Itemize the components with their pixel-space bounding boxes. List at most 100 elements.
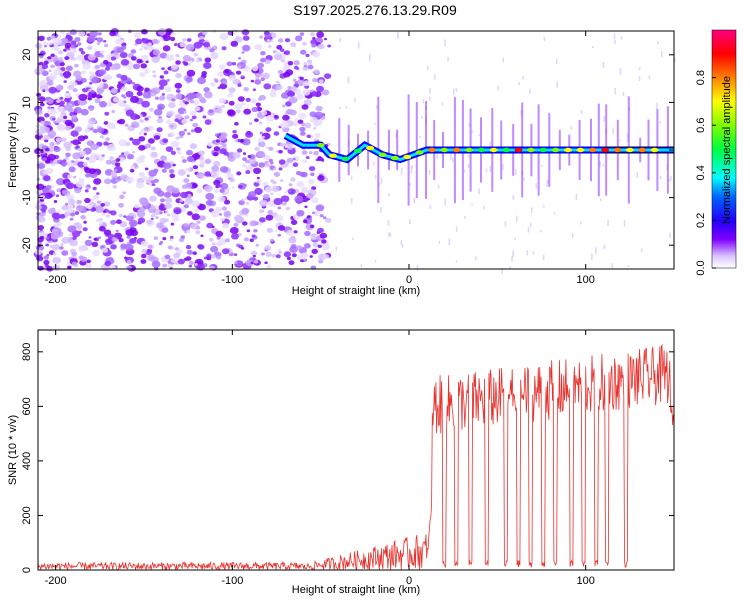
heatmap-cell [52,212,61,220]
heatmap-cell [176,147,181,151]
heatmap-cell [264,160,269,165]
heatmap-cell [447,57,449,62]
heatmap-cell [375,175,377,179]
heatmap-cell [185,244,192,250]
heatmap-cell [304,205,308,209]
heatmap-cell [308,178,315,185]
heatmap-cell [388,232,390,237]
heatmap-cell [299,76,304,81]
heatmap-cell [319,214,324,218]
heatmap-cell [103,229,112,236]
heatmap-cell [318,79,324,84]
heatmap-cell [167,245,173,250]
heatmap-cell [319,232,328,239]
heatmap-cell [388,130,390,170]
heatmap-cell [512,250,515,255]
heatmap-cell [87,156,97,164]
heatmap-cell [63,115,68,120]
heatmap-cell [164,254,171,260]
heatmap-cell [116,73,122,79]
heatmap-cell [314,133,321,138]
heatmap-cell [293,65,299,70]
heatmap-cell [250,98,257,104]
heatmap-cell [106,214,110,218]
heatmap-cell [347,76,350,84]
heatmap-cell [226,172,234,179]
heatmap-cell [151,151,158,157]
heatmap-cell [287,61,294,66]
heatmap-cell [307,64,314,70]
heatmap-cell [602,163,605,167]
heatmap-cell [285,69,294,76]
heatmap-cell [95,218,101,223]
heatmap-cell [47,130,57,138]
heatmap-cell [144,46,148,50]
heatmap-cell [529,222,532,227]
heatmap-cell [253,196,259,201]
heatmap-cell [48,42,53,46]
heatmap-cell [509,266,512,269]
heatmap-cell [277,248,282,252]
heatmap-cell [122,191,127,195]
heatmap-cell [243,87,249,92]
heatmap-cell [388,193,390,197]
heatmap-cell [36,92,42,97]
heatmap-cell [59,106,63,110]
heatmap-cell [204,158,212,165]
heatmap-cell [69,56,75,61]
heatmap-cell [595,247,597,254]
heatmap-cell [215,108,223,114]
heatmap-cell [115,229,119,233]
heatmap-cell [380,207,382,213]
heatmap-cell [37,216,46,223]
heatmap-cell [143,126,150,131]
heatmap-cell [111,66,116,69]
heatmap-cell [137,217,146,224]
heatmap-cell [233,214,243,222]
heatmap-cell [140,259,147,264]
heatmap-cell [140,240,149,247]
heatmap-cell [78,255,85,260]
heatmap-cell [413,197,416,204]
heatmap-cell [221,206,228,211]
heatmap-cell [80,55,85,59]
heatmap-cell [175,53,180,58]
heatmap-cell [285,101,292,107]
heatmap-cell [407,94,410,206]
heatmap-cell [185,256,192,261]
heatmap-cell [261,135,265,139]
heatmap-cell [511,255,513,262]
heatmap-cell [203,62,212,69]
heatmap-cell [183,110,187,114]
heatmap-cell [140,63,147,69]
heatmap-cell [199,160,206,165]
heatmap-cell [192,122,199,128]
heatmap-cell [374,259,377,263]
heatmap-cell [153,108,163,116]
heatmap-cell [126,265,132,271]
heatmap-cell [489,141,491,148]
heatmap-cell [210,245,219,253]
heatmap-cell [60,160,68,167]
heatmap-cell [147,116,151,119]
heatmap-cell [299,131,306,136]
heatmap-cell [99,222,103,225]
heatmap-cell [260,51,266,56]
heatmap-cell [92,194,100,200]
heatmap-cell [109,156,114,161]
heatmap-cell [303,99,312,106]
x-tick-label: -100 [221,274,243,286]
heatmap-cell [235,109,241,114]
heatmap-cell [37,225,44,231]
heatmap-cell [69,80,76,86]
heatmap-cell [53,46,60,52]
heatmap-cell [152,49,161,56]
heatmap-cell [110,56,117,61]
heatmap-cell [170,140,180,148]
heatmap-cell [263,154,271,161]
heatmap-cell [163,191,172,198]
heatmap-cell [104,111,110,116]
signal-hotspot [329,153,337,158]
heatmap-cell [56,124,66,132]
heatmap-cell [52,256,62,264]
